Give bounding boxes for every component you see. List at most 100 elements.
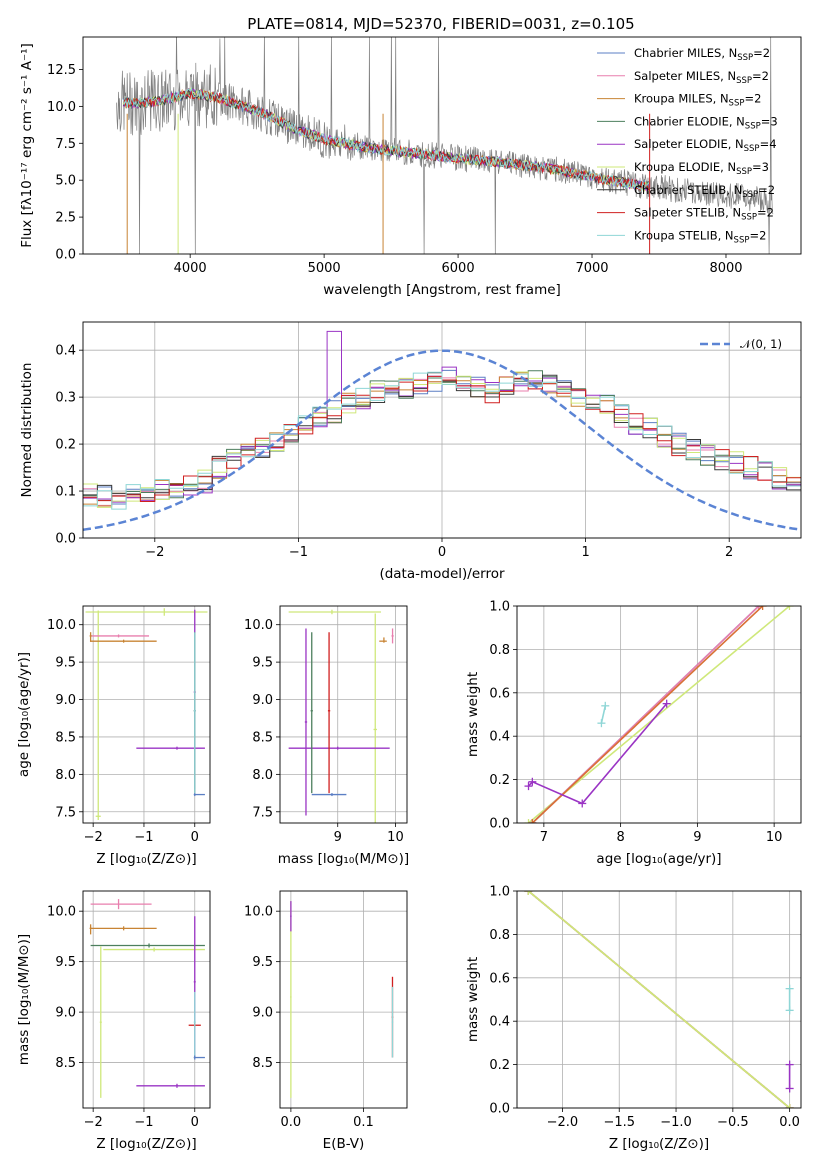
legend-label: Chabrier ELODIE, NSSP=3 bbox=[634, 114, 778, 131]
error-bar-point bbox=[89, 632, 92, 642]
x-tick-label: −1 bbox=[289, 545, 308, 560]
x-tick-label: 4000 bbox=[174, 261, 207, 276]
y-tick-label: 8.5 bbox=[55, 730, 76, 745]
x-tick-label: 1 bbox=[581, 545, 589, 560]
error-bar-point bbox=[290, 901, 292, 932]
error-bar-point bbox=[288, 609, 382, 615]
x-tick-label: 10 bbox=[766, 830, 783, 845]
y-tick-label: 2.5 bbox=[55, 211, 76, 226]
y-axis-label: Normed distribution bbox=[19, 363, 35, 498]
plot-area bbox=[116, 37, 774, 254]
x-tick-label: 8000 bbox=[709, 261, 742, 276]
y-tick-label: 7.5 bbox=[252, 805, 273, 820]
legend-label-tail: =2 bbox=[758, 183, 775, 197]
weight-line bbox=[527, 703, 668, 805]
x-tick-label: −1 bbox=[134, 1115, 153, 1130]
plot-area bbox=[85, 608, 208, 821]
x-tick-label: 8 bbox=[616, 830, 624, 845]
weight-line bbox=[531, 606, 764, 823]
x-tick-label: 10 bbox=[387, 830, 404, 845]
y-tick-label: 0.4 bbox=[489, 730, 510, 745]
error-bar-point bbox=[90, 634, 150, 638]
x-tick-label: 9 bbox=[334, 830, 342, 845]
legend-label-text: Salpeter ELODIE, N bbox=[634, 137, 744, 151]
axes-frame bbox=[279, 605, 408, 824]
legend-label-text: Salpeter STELIB, N bbox=[634, 206, 741, 220]
y-tick-label: 0.0 bbox=[489, 1102, 510, 1117]
x-tick-label: 0.1 bbox=[353, 1115, 374, 1130]
x-tick-label: 6000 bbox=[442, 261, 475, 276]
error-bar-point bbox=[99, 946, 102, 1098]
y-tick-label: 10.0 bbox=[244, 905, 273, 920]
legend-label-tail: =2 bbox=[749, 228, 766, 242]
x-tick-label: −1.0 bbox=[660, 1115, 692, 1130]
panel-mass-vs-Z: −2 −1 0 8.5 9.0 9.5 10.0 Z [log₁₀(Z/Z⊙)] mass [l… bbox=[16, 890, 211, 1152]
panel-spectrum: 4000 5000 6000 7000 8000 0.0 2.5 5.0 7.5 10.0 12.5… bbox=[19, 36, 802, 298]
error-bar-point bbox=[304, 628, 308, 816]
error-bar-point bbox=[90, 639, 157, 643]
weight-series bbox=[785, 1060, 794, 1093]
error-bar-point bbox=[310, 632, 313, 794]
error-bar-point bbox=[85, 608, 208, 616]
error-bar-point bbox=[95, 610, 101, 821]
legend-label-sub: SSP bbox=[741, 213, 757, 223]
x-tick-label: 5000 bbox=[308, 261, 341, 276]
y-tick-label: 0.2 bbox=[55, 438, 76, 453]
legend-label: Kroupa STELIB, NSSP=2 bbox=[634, 228, 766, 245]
axes-frame bbox=[82, 605, 211, 824]
legend-label-tail: =2 bbox=[757, 206, 774, 220]
x-tick-label: −2 bbox=[84, 1115, 103, 1130]
x-axis-label: (data-model)/error bbox=[379, 566, 505, 582]
y-tick-label: 8.0 bbox=[252, 768, 273, 783]
axes-frame bbox=[82, 321, 802, 539]
y-tick-label: 9.5 bbox=[55, 955, 76, 970]
y-axis-label: age [log₁₀(age/yr)] bbox=[16, 652, 32, 777]
axes-frame bbox=[516, 890, 802, 1109]
panel-residuals: −2 −1 0 1 2 0.0 0.1 0.2 0.3 0.4 (data-model)/error… bbox=[19, 321, 802, 582]
x-tick-label: 0.0 bbox=[281, 1115, 302, 1130]
legend-label-sub: SSP bbox=[736, 76, 752, 86]
y-tick-label: 8.5 bbox=[55, 1056, 76, 1071]
legend-label-tail: =2 bbox=[752, 69, 769, 83]
y-tick-label: 10.0 bbox=[47, 100, 76, 115]
y-tick-label: 0.4 bbox=[489, 1015, 510, 1030]
legend-label-tail: =2 bbox=[753, 46, 770, 60]
y-tick-label: 10.0 bbox=[47, 618, 76, 633]
x-tick-label: 2 bbox=[725, 545, 733, 560]
panel-mass-vs-EBV: 0.0 0.1 8.5 9.0 9.5 10.0 E(B-V) bbox=[244, 890, 408, 1152]
legend-label: Salpeter MILES, NSSP=2 bbox=[634, 69, 769, 86]
error-bar-point bbox=[311, 793, 347, 797]
weight-series bbox=[597, 701, 610, 728]
legend-label-tail: =3 bbox=[752, 160, 769, 174]
y-tick-label: 1.0 bbox=[489, 885, 510, 900]
legend-label-text: Salpeter MILES, N bbox=[634, 69, 736, 83]
x-axis-label: Z [log₁₀(Z/Z⊙)] bbox=[609, 1136, 709, 1152]
legend-label-sub: SSP bbox=[729, 99, 745, 109]
legend-label: Chabrier STELIB, NSSP=2 bbox=[634, 183, 775, 200]
x-tick-label: 0 bbox=[191, 830, 199, 845]
x-axis-label: E(B-V) bbox=[323, 1136, 365, 1152]
y-axis-label: mass weight bbox=[465, 672, 481, 757]
x-axis-label: Z [log₁₀(Z/Z⊙)] bbox=[96, 851, 196, 867]
y-tick-label: 0.6 bbox=[489, 686, 510, 701]
legend-label-sub: SSP bbox=[737, 53, 753, 63]
y-tick-label: 10.0 bbox=[47, 905, 76, 920]
x-axis-label: wavelength [Angstrom, rest frame] bbox=[323, 282, 561, 298]
legend: 𝒩(0, 1) bbox=[700, 337, 782, 351]
weight-series bbox=[528, 606, 767, 823]
y-tick-label: 1.0 bbox=[489, 600, 510, 615]
error-bar-point bbox=[193, 632, 196, 794]
error-bar-point bbox=[90, 943, 205, 948]
x-tick-label: 0 bbox=[438, 545, 446, 560]
error-bar-point bbox=[89, 924, 92, 935]
legend-label: Kroupa ELODIE, NSSP=3 bbox=[634, 160, 769, 177]
error-bar-point bbox=[193, 793, 205, 797]
legend-label-text: Kroupa MILES, N bbox=[634, 92, 729, 106]
weight-series bbox=[524, 606, 794, 823]
y-axis-label: Flux [fλ10⁻¹⁷ erg cm⁻² s⁻¹ A⁻¹] bbox=[19, 43, 35, 248]
y-tick-label: 9.0 bbox=[252, 1006, 273, 1021]
x-tick-label: 7000 bbox=[575, 261, 608, 276]
legend-label-text: Chabrier ELODIE, N bbox=[634, 114, 745, 128]
